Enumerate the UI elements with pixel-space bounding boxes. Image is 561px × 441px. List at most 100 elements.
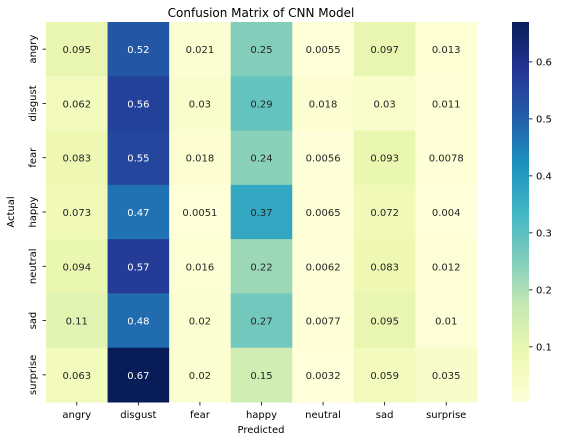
x-tick-label: angry bbox=[62, 410, 91, 421]
heatmap-cell bbox=[107, 22, 170, 77]
heatmap-cell bbox=[292, 293, 355, 349]
heatmap-cell bbox=[46, 76, 109, 132]
cell-value-label: 0.021 bbox=[186, 45, 215, 56]
heatmap-cell bbox=[415, 130, 478, 186]
cell-value-label: 0.0051 bbox=[182, 208, 217, 219]
cell-value-label: 0.52 bbox=[127, 45, 149, 56]
heatmap-cell bbox=[169, 184, 232, 240]
y-tick-label: surprise bbox=[28, 355, 39, 395]
cell-value-label: 0.03 bbox=[374, 99, 396, 110]
cell-value-label: 0.55 bbox=[127, 154, 149, 165]
heatmap-cell bbox=[230, 293, 293, 349]
heatmap-cell bbox=[230, 76, 293, 132]
heatmap-cell bbox=[169, 76, 232, 132]
heatmap-cell bbox=[107, 130, 170, 186]
cell-value-label: 0.035 bbox=[432, 371, 461, 382]
cell-value-label: 0.004 bbox=[432, 208, 461, 219]
heatmap-cell bbox=[353, 130, 416, 186]
heatmap-cell bbox=[292, 22, 355, 77]
heatmap-cell bbox=[353, 22, 416, 77]
heatmap-cell bbox=[415, 239, 478, 294]
cell-value-label: 0.0032 bbox=[306, 371, 341, 382]
cell-value-label: 0.56 bbox=[127, 99, 149, 110]
cell-value-label: 0.47 bbox=[127, 208, 149, 219]
x-tick-label: happy bbox=[246, 410, 277, 421]
heatmap-cell bbox=[353, 76, 416, 132]
x-tick-label: surprise bbox=[426, 410, 466, 421]
cell-value-label: 0.059 bbox=[370, 371, 399, 382]
cell-value-label: 0.29 bbox=[250, 99, 272, 110]
y-tick-label: fear bbox=[28, 147, 39, 168]
y-tick-label: angry bbox=[28, 35, 39, 64]
cell-value-label: 0.097 bbox=[370, 45, 399, 56]
cell-value-label: 0.011 bbox=[432, 99, 461, 110]
heatmap-cell bbox=[415, 184, 478, 240]
cell-value-label: 0.072 bbox=[370, 208, 399, 219]
cell-value-label: 0.018 bbox=[309, 99, 338, 110]
heatmap-cell bbox=[415, 347, 478, 403]
heatmap-cell bbox=[292, 347, 355, 403]
cell-value-label: 0.094 bbox=[62, 262, 91, 273]
heatmap-cell bbox=[169, 293, 232, 349]
x-tick-label: neutral bbox=[305, 410, 341, 421]
colorbar-ticks: 0.1 0.2 0.3 0.4 0.5 0.6 bbox=[529, 57, 552, 353]
y-tick-label: disgust bbox=[28, 85, 39, 121]
cell-value-label: 0.24 bbox=[250, 154, 272, 165]
heatmap-cell bbox=[46, 184, 109, 240]
x-tick-label: fear bbox=[190, 410, 211, 421]
colorbar-tick-label: 0.1 bbox=[536, 342, 552, 353]
x-axis-ticks: angry disgust fear happy neutral sad surprise bbox=[62, 402, 466, 421]
chart-title: Confusion Matrix of CNN Model bbox=[168, 6, 355, 20]
heatmap-cell bbox=[415, 293, 478, 349]
cell-value-label: 0.48 bbox=[127, 317, 149, 328]
heatmap-cell bbox=[107, 239, 170, 294]
y-axis-label: Actual bbox=[6, 196, 17, 227]
cell-value-label: 0.57 bbox=[127, 262, 149, 273]
cell-value-label: 0.0077 bbox=[306, 317, 341, 328]
cell-value-label: 0.083 bbox=[370, 262, 399, 273]
y-tick-label: happy bbox=[28, 196, 39, 227]
cell-value-label: 0.095 bbox=[62, 45, 91, 56]
x-axis-label: Predicted bbox=[238, 425, 285, 436]
heatmap-cell bbox=[292, 239, 355, 294]
cell-value-label: 0.0056 bbox=[306, 154, 341, 165]
cell-value-label: 0.073 bbox=[62, 208, 91, 219]
cell-value-label: 0.093 bbox=[370, 154, 399, 165]
colorbar-tick-label: 0.2 bbox=[536, 285, 552, 296]
colorbar-tick-label: 0.5 bbox=[536, 114, 552, 125]
cell-value-label: 0.11 bbox=[66, 317, 88, 328]
cell-value-label: 0.083 bbox=[62, 154, 91, 165]
heatmap-cell bbox=[46, 347, 109, 403]
cell-value-label: 0.67 bbox=[127, 371, 149, 382]
cell-value-label: 0.062 bbox=[62, 99, 91, 110]
cell-value-label: 0.063 bbox=[62, 371, 91, 382]
heatmap-cell bbox=[353, 184, 416, 240]
heatmap-cell bbox=[353, 347, 416, 403]
cell-value-label: 0.02 bbox=[189, 371, 211, 382]
heatmap-cell bbox=[415, 76, 478, 132]
heatmap-cells: 0.095 0.52 0.021 0.25 0.0055 0.097 0.013 0.062 0… bbox=[46, 22, 478, 403]
x-tick-label: sad bbox=[376, 410, 394, 421]
heatmap-cell bbox=[107, 347, 170, 403]
cell-value-label: 0.0078 bbox=[429, 154, 464, 165]
colorbar-tick-label: 0.3 bbox=[536, 228, 552, 239]
cell-value-label: 0.0055 bbox=[306, 45, 341, 56]
heatmap-cell bbox=[230, 239, 293, 294]
cell-value-label: 0.016 bbox=[186, 262, 215, 273]
cell-value-label: 0.02 bbox=[189, 317, 211, 328]
x-tick-label: disgust bbox=[120, 410, 156, 421]
heatmap-cell bbox=[230, 184, 293, 240]
heatmap-cell bbox=[46, 22, 109, 77]
colorbar-tick-label: 0.4 bbox=[536, 171, 552, 182]
heatmap-cell bbox=[292, 130, 355, 186]
cell-value-label: 0.018 bbox=[186, 154, 215, 165]
heatmap-cell bbox=[230, 130, 293, 186]
heatmap-cell bbox=[169, 130, 232, 186]
cell-value-label: 0.22 bbox=[250, 262, 272, 273]
heatmap-cell bbox=[230, 22, 293, 77]
cell-value-label: 0.01 bbox=[435, 317, 457, 328]
cell-value-label: 0.27 bbox=[250, 317, 272, 328]
cell-value-label: 0.37 bbox=[250, 208, 272, 219]
heatmap-cell bbox=[107, 184, 170, 240]
